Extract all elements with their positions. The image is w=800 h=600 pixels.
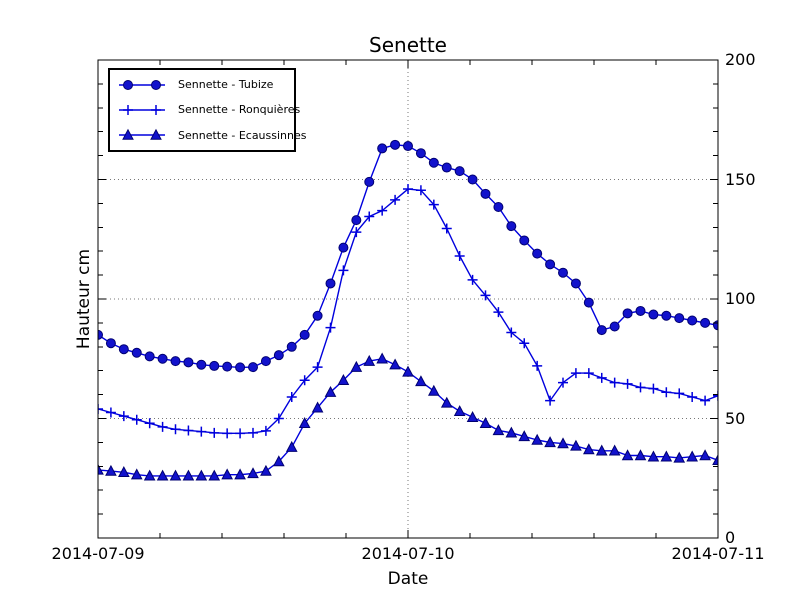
legend: Sennette - Tubize Sennette - Ronquières … [108, 68, 307, 152]
legend-label-ronquieres: Sennette - Ronquières [178, 103, 301, 117]
x-tick-label-1: 2014-07-10 [361, 544, 455, 563]
chart-title: Senette [369, 33, 447, 57]
x-tick-label-0: 2014-07-09 [51, 544, 145, 563]
circle-marker-icon [119, 79, 165, 90]
triangle-marker-icon [119, 129, 165, 141]
legend-label-tubize: Sennette - Tubize [178, 78, 274, 92]
y-axis-label: Hauteur cm [74, 248, 94, 350]
legend-row-tubize: Sennette - Tubize [116, 72, 294, 97]
y-tick-label-0: 0 [725, 528, 736, 547]
legend-row-ecaussinnes: Sennette - Ecaussinnes [116, 123, 307, 148]
plus-marker-icon [119, 104, 165, 115]
x-tick-label-2: 2014-07-11 [671, 544, 765, 563]
legend-row-ronquieres: Sennette - Ronquières [116, 97, 300, 122]
y-tick-label-200: 200 [725, 50, 756, 69]
y-tick-label-50: 50 [725, 409, 746, 428]
legend-label-ecaussinnes: Sennette - Ecaussinnes [178, 128, 307, 142]
y-tick-label-150: 150 [725, 170, 756, 189]
y-tick-label-100: 100 [725, 289, 756, 308]
x-axis-label: Date [387, 569, 429, 589]
